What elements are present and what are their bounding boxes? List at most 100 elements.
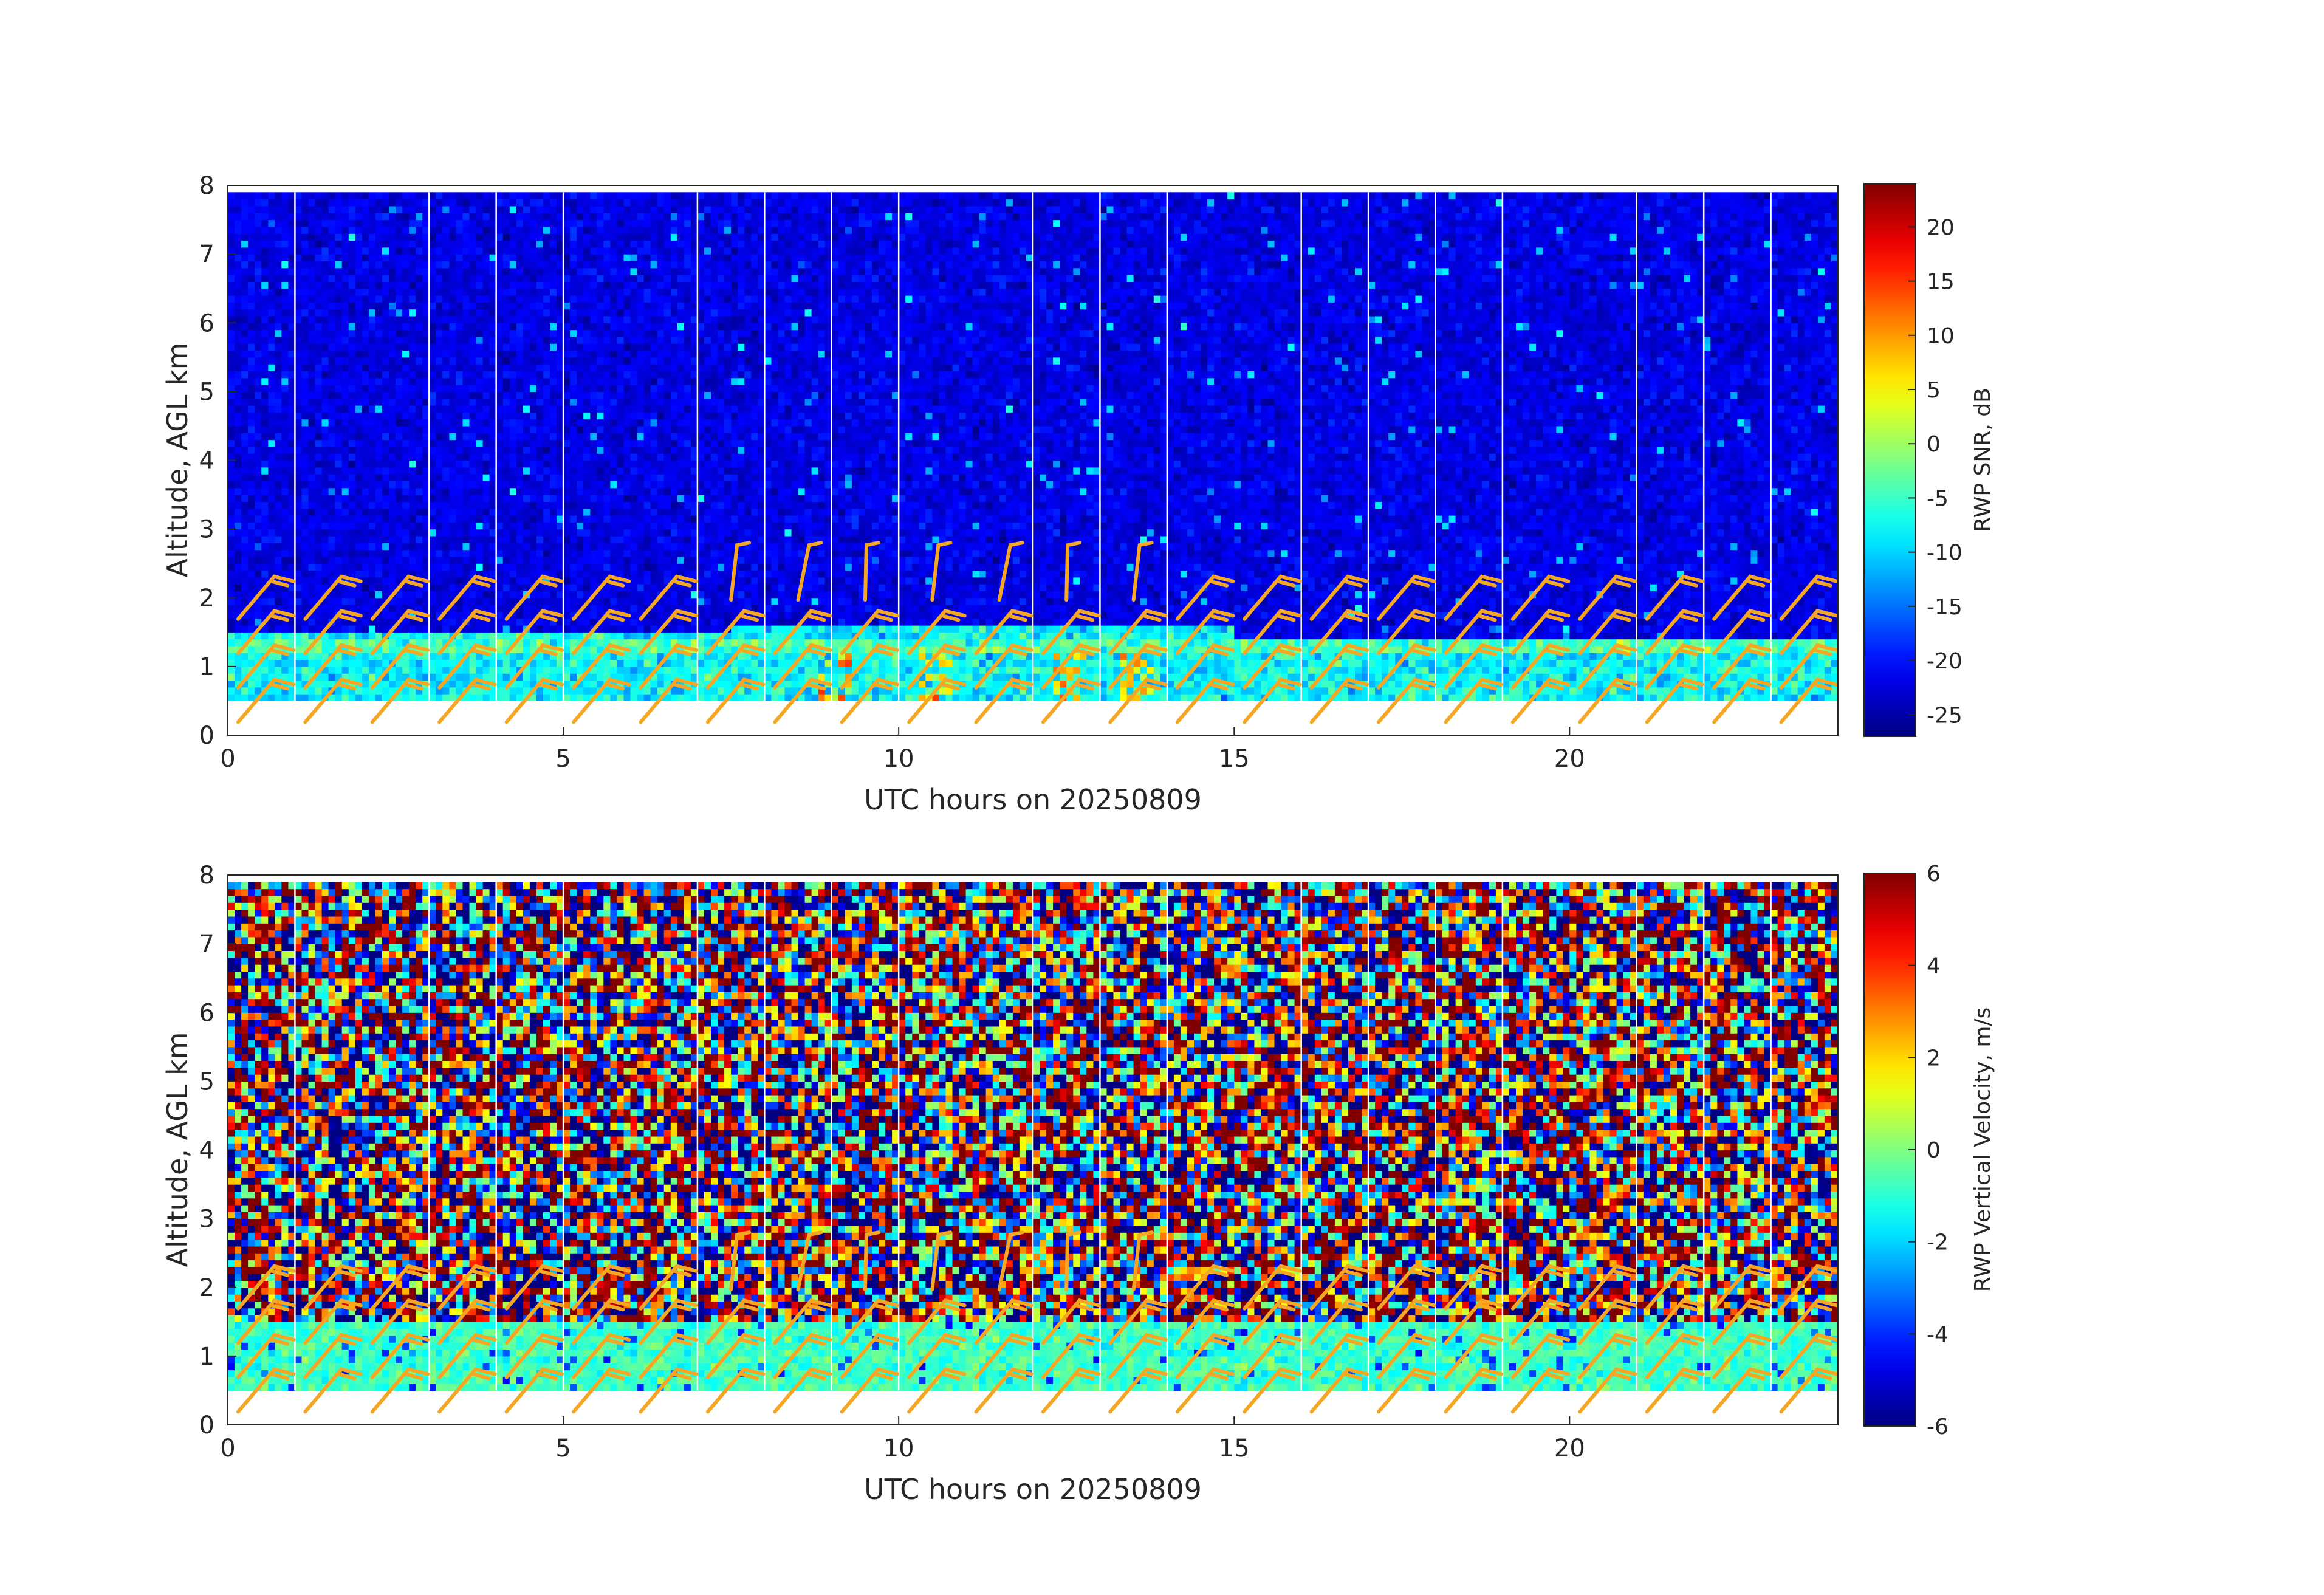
heatmap-cell [375, 247, 383, 255]
heatmap-cell [436, 577, 443, 585]
heatmap-cell [309, 337, 316, 344]
heatmap-cell [436, 660, 443, 667]
heatmap-cell [470, 426, 477, 433]
heatmap-cell [396, 227, 403, 234]
heatmap-cell [476, 461, 484, 468]
heatmap-cell [362, 309, 369, 317]
heatmap-cell [369, 605, 376, 612]
heatmap-cell [523, 316, 530, 323]
heatmap-cell [496, 275, 504, 282]
heatmap-cell [255, 557, 262, 564]
heatmap-cell [516, 591, 524, 598]
heatmap-cell [342, 488, 349, 495]
heatmap-cell [463, 220, 470, 227]
heatmap-cell [536, 351, 544, 358]
heatmap-cell [543, 412, 550, 419]
heatmap-cell [255, 515, 262, 523]
heatmap-cell [463, 351, 470, 358]
heatmap-cell [275, 351, 282, 358]
heatmap-cell [416, 309, 423, 317]
heatmap-cell [322, 337, 329, 344]
heatmap-cell [449, 206, 456, 213]
heatmap-cell [516, 412, 524, 419]
heatmap-cell [530, 247, 537, 255]
heatmap-cell [241, 687, 249, 695]
heatmap-cell [483, 529, 490, 537]
heatmap-cell [349, 426, 356, 433]
heatmap-cell [429, 364, 436, 371]
heatmap-cell [510, 227, 517, 234]
heatmap-cell [241, 591, 249, 598]
heatmap-cell [335, 302, 343, 309]
heatmap-cell [523, 405, 530, 413]
heatmap-cell [402, 557, 410, 564]
heatmap-cell [436, 227, 443, 234]
heatmap-cell [268, 440, 275, 447]
heatmap-cell [476, 254, 484, 261]
heatmap-cell [355, 289, 363, 296]
heatmap-cell [375, 364, 383, 371]
heatmap-cell [248, 440, 255, 447]
heatmap-cell [335, 337, 343, 344]
heatmap-cell [416, 192, 423, 199]
heatmap-cell [470, 419, 477, 427]
heatmap-cell [268, 302, 275, 309]
heatmap-cell [362, 646, 369, 653]
heatmap-cell [483, 667, 490, 674]
heatmap-cell [335, 667, 343, 674]
heatmap-cell [362, 447, 369, 454]
heatmap-cell [530, 536, 537, 543]
heatmap-cell [255, 681, 262, 688]
heatmap-cell [463, 281, 470, 289]
heatmap-cell [261, 474, 269, 481]
heatmap-cell [235, 302, 242, 309]
heatmap-cell [416, 639, 423, 647]
heatmap-cell [442, 515, 450, 523]
heatmap-cell [275, 660, 282, 667]
heatmap-cell [396, 571, 403, 578]
heatmap-cell [295, 227, 302, 234]
heatmap-cell [302, 632, 309, 639]
heatmap-cell [470, 399, 477, 406]
heatmap-cell [416, 550, 423, 557]
heatmap-cell [483, 206, 490, 213]
heatmap-cell [429, 433, 436, 440]
heatmap-cell [442, 433, 450, 440]
heatmap-cell [470, 557, 477, 564]
heatmap-cell [516, 557, 524, 564]
heatmap-cell [510, 199, 517, 207]
heatmap-cell [281, 220, 289, 227]
heatmap-cell [335, 309, 343, 317]
heatmap-cell [416, 399, 423, 406]
heatmap-cell [248, 206, 255, 213]
heatmap-cell [228, 577, 235, 585]
heatmap-cell [456, 536, 463, 543]
heatmap-cell [536, 323, 544, 330]
heatmap-cell [523, 199, 530, 207]
heatmap-cell [449, 495, 456, 502]
heatmap-cell [362, 584, 369, 591]
heatmap-cell [510, 426, 517, 433]
heatmap-cell [503, 220, 510, 227]
heatmap-cell [255, 605, 262, 612]
heatmap-cell [349, 309, 356, 317]
heatmap-cell [322, 261, 329, 268]
heatmap-cell [322, 343, 329, 351]
heatmap-cell [355, 653, 363, 660]
heatmap-cell [382, 447, 389, 454]
heatmap-cell [375, 474, 383, 481]
heatmap-cell [228, 426, 235, 433]
heatmap-cell [268, 399, 275, 406]
heatmap-cell [355, 501, 363, 509]
heatmap-cell [530, 598, 537, 605]
heatmap-cell [362, 391, 369, 399]
heatmap-cell [228, 611, 235, 619]
heatmap-cell [382, 591, 389, 598]
heatmap-cell [228, 357, 235, 365]
heatmap-cell [369, 268, 376, 275]
heatmap-cell [248, 330, 255, 337]
heatmap-cell [476, 343, 484, 351]
heatmap-cell [375, 192, 383, 199]
heatmap-cell [543, 281, 550, 289]
heatmap-cell [342, 461, 349, 468]
